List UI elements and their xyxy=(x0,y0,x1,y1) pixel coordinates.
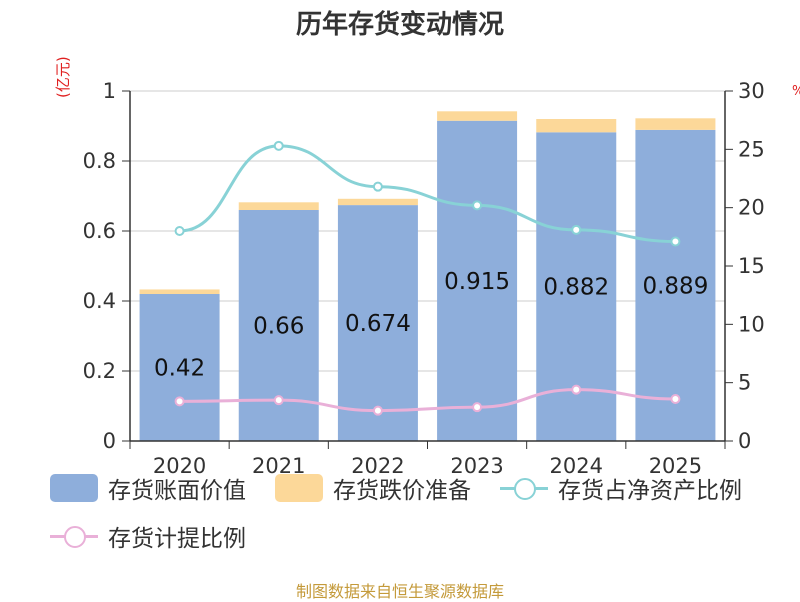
legend-label-net-asset-ratio: 存货占净资产比例 xyxy=(558,478,742,504)
legend-item-net-asset-ratio[interactable]: 存货占净资产比例 xyxy=(500,472,742,504)
right-axis-tick-label: 20 xyxy=(738,196,765,220)
left-axis-tick-label: 0.6 xyxy=(83,219,116,243)
bar-impairment xyxy=(337,198,418,206)
bar-book-value xyxy=(635,129,716,441)
bar-impairment xyxy=(139,289,220,294)
left-axis-tick-label: 0.8 xyxy=(83,149,116,173)
point-provision-ratio xyxy=(670,394,681,404)
legend-swatch-book-value xyxy=(50,474,98,502)
left-axis-tick-label: 0 xyxy=(103,429,116,453)
left-axis-tick-label: 0.4 xyxy=(83,289,116,313)
bar-value-label: 0.882 xyxy=(543,275,609,301)
right-axis-tick-label: 10 xyxy=(738,312,765,336)
point-net-asset-ratio xyxy=(174,226,185,236)
point-provision-ratio xyxy=(273,395,284,406)
bar-impairment xyxy=(536,119,617,133)
point-provision-ratio xyxy=(372,405,383,416)
x-axis-tick-label: 2025 xyxy=(649,454,702,478)
legend-swatch-provision-ratio xyxy=(50,522,98,550)
legend-label-provision-ratio: 存货计提比例 xyxy=(108,526,246,552)
right-axis-tick-label: 30 xyxy=(738,79,765,103)
chart-title: 历年存货变动情况 xyxy=(295,10,504,40)
point-net-asset-ratio xyxy=(372,181,383,192)
x-axis-tick-label: 2020 xyxy=(153,454,206,478)
bar-impairment xyxy=(635,118,716,130)
x-axis-tick-label: 2022 xyxy=(351,454,404,478)
legend-label-impairment: 存货跌价准备 xyxy=(333,478,471,504)
bar-value-label: 0.915 xyxy=(444,269,510,295)
legend-swatch-impairment xyxy=(275,474,323,502)
left-axis-tick-label: 1 xyxy=(103,79,116,103)
legend-swatch-net-asset-ratio xyxy=(500,474,548,502)
right-axis-tick-label: 5 xyxy=(738,371,751,395)
bar-impairment xyxy=(238,202,319,210)
point-provision-ratio xyxy=(472,402,483,413)
bar-value-label: 0.42 xyxy=(154,356,205,382)
right-axis-tick-label: 0 xyxy=(738,429,751,453)
bar-value-label: 0.889 xyxy=(642,273,708,299)
bar-book-value xyxy=(337,205,418,441)
right-axis-tick-label: 25 xyxy=(738,137,765,161)
point-net-asset-ratio xyxy=(670,236,681,247)
bar-value-label: 0.66 xyxy=(253,314,304,340)
point-provision-ratio xyxy=(571,384,582,395)
bar-value-label: 0.674 xyxy=(345,311,411,337)
line-provision-ratio xyxy=(179,388,676,413)
point-provision-ratio xyxy=(174,396,185,407)
left-axis-tick-label: 0.2 xyxy=(83,359,116,383)
right-axis-unit: % xyxy=(792,84,800,99)
right-axis-tick-label: 15 xyxy=(738,254,765,278)
bar-impairment xyxy=(437,111,518,121)
legend-item-impairment[interactable]: 存货跌价准备 xyxy=(275,472,471,504)
point-net-asset-ratio xyxy=(273,140,284,151)
legend-item-provision-ratio[interactable]: 存货计提比例 xyxy=(50,520,246,552)
legend-item-book-value[interactable]: 存货账面价值 xyxy=(50,472,246,504)
x-axis-tick-label: 2023 xyxy=(450,454,503,478)
data-source-note: 制图数据来自恒生聚源数据库 xyxy=(295,582,504,601)
bar-book-value xyxy=(139,294,220,441)
point-net-asset-ratio xyxy=(472,200,483,211)
left-axis-unit: (亿元) xyxy=(54,56,72,98)
x-axis-tick-label: 2024 xyxy=(550,454,603,478)
bar-book-value xyxy=(437,120,518,441)
point-net-asset-ratio xyxy=(571,224,582,235)
legend-label-book-value: 存货账面价值 xyxy=(108,478,246,504)
